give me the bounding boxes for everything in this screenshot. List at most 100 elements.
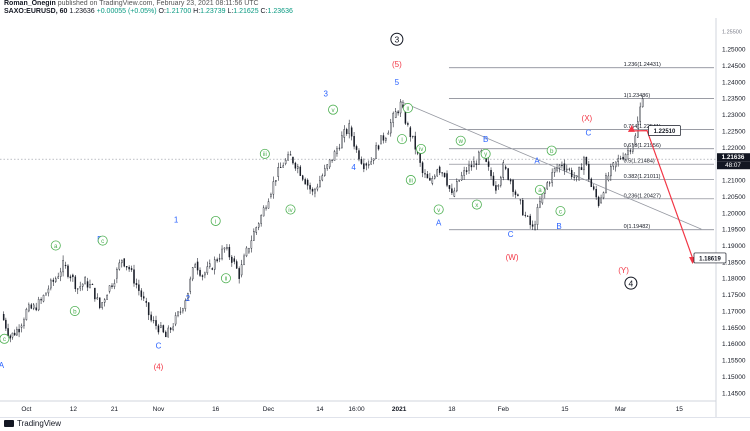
candle-body (326, 164, 328, 169)
candle-body (16, 328, 18, 336)
candle-body (531, 224, 534, 227)
candle-body (262, 207, 265, 217)
candle-body (69, 276, 72, 279)
symbol-label[interactable]: SAXO:EURUSD, 60 (4, 8, 68, 15)
countdown-tag-text: 48:07 (725, 162, 741, 169)
tradingview-logo[interactable]: TradingView (4, 419, 61, 428)
candle-body (382, 135, 385, 141)
price-tick-label: 1.18500 (722, 259, 746, 266)
candle-body (407, 123, 409, 125)
candle-body (350, 127, 353, 137)
price-tick-label: 1.22500 (722, 128, 746, 135)
wave-label-circle (285, 204, 296, 215)
wave-label: 4 (351, 163, 356, 172)
candle-body (519, 199, 522, 201)
candle-body (86, 281, 89, 288)
candle-body (634, 135, 637, 145)
candle-body (128, 267, 130, 270)
time-tick-label: Oct (21, 406, 31, 413)
time-tick-label: Feb (498, 406, 510, 413)
candle-body (206, 266, 209, 274)
time-tick-label: Mar (615, 406, 627, 413)
countdown-tag-box (717, 161, 750, 170)
candle-body (394, 111, 397, 119)
candle-body (421, 162, 424, 174)
candle-body (316, 186, 319, 190)
candle-body (245, 247, 248, 257)
candle-body (624, 154, 627, 160)
candle-body (570, 170, 573, 178)
candle-body (143, 296, 145, 299)
tradingview-logo-text: TradingView (17, 419, 62, 428)
candle-body (319, 180, 321, 188)
wave-label: v (332, 107, 336, 114)
price-tick-label: 1.19000 (722, 243, 746, 250)
candle-body (385, 137, 387, 141)
candle-body (67, 265, 69, 277)
candle-body (409, 127, 412, 138)
candle-body (323, 168, 326, 176)
candle-body (231, 256, 233, 263)
candle-body (617, 158, 619, 163)
wave-label-circle (402, 103, 413, 114)
time-tick-label: 16:00 (348, 406, 365, 413)
time-axis: Oct 12 21 Nov 16 Dec 14 16:00 2021 18 Feb 15 Mar 15 (0, 400, 716, 413)
price-chart[interactable]: 1.14500 1.15000 1.15500 1.16000 1.16500 1.170… (0, 18, 750, 417)
candle-body (287, 154, 289, 161)
open-value: 1.21700 (165, 8, 192, 15)
candle-body (272, 181, 275, 195)
wave-label: iv (419, 146, 424, 153)
candle-body (551, 172, 553, 183)
candle-body (321, 175, 324, 181)
candle-body (429, 177, 431, 181)
candle-body (240, 264, 243, 276)
candle-body (182, 308, 184, 312)
author-name[interactable]: Roman_Onegin (4, 0, 56, 7)
candle-body (177, 311, 179, 316)
time-tick-label: 16 (212, 406, 220, 413)
candle-body (174, 315, 177, 325)
candle-body (390, 122, 392, 134)
time-tick-label: Dec (263, 406, 275, 413)
candle-body (636, 121, 639, 138)
candle-body (221, 248, 223, 260)
time-tick-label: 15 (676, 406, 684, 413)
candle-body (446, 173, 448, 186)
candle-body (167, 327, 169, 338)
wave-label-circle (455, 135, 466, 146)
candle-body (204, 272, 206, 276)
candle-body (590, 178, 593, 187)
wave-label-circle (220, 273, 231, 284)
candle-body (575, 175, 578, 178)
candle-body (399, 101, 402, 114)
wave-label-circle (405, 175, 416, 186)
time-tick-label: 2021 (392, 406, 407, 413)
price-tick-label: 1.15500 (722, 358, 746, 365)
candle-body (201, 275, 204, 277)
candle-body (228, 247, 231, 258)
candle-body (568, 168, 571, 170)
candle-body (526, 215, 529, 217)
wave-label: y (484, 151, 488, 158)
price-tick-label: 1.24500 (722, 63, 746, 70)
wave-label: C (156, 341, 162, 350)
candle-body (588, 164, 590, 180)
candle-body (162, 325, 165, 333)
candle-body (42, 294, 45, 302)
wave-label-circle (69, 305, 80, 316)
open-label: O: (158, 8, 166, 15)
candle-body (578, 167, 580, 181)
candle-body (179, 311, 182, 313)
candle-body (211, 268, 214, 270)
candles (2, 95, 644, 343)
time-tick-label: 12 (70, 406, 78, 413)
candle-body (365, 163, 368, 166)
projection-arrowhead-up (627, 124, 635, 132)
price-callout: 1.18619 (693, 252, 727, 264)
chart-background (0, 18, 750, 417)
wave-labels: AcabBcC(4)1i2iiiiiiv3v43(5)5iiiiviiivAwy… (0, 32, 638, 372)
price-tick-label: 1.24000 (722, 79, 746, 86)
candle-body (522, 199, 524, 216)
wave-label: ii (225, 276, 228, 283)
candle-body (11, 332, 14, 338)
